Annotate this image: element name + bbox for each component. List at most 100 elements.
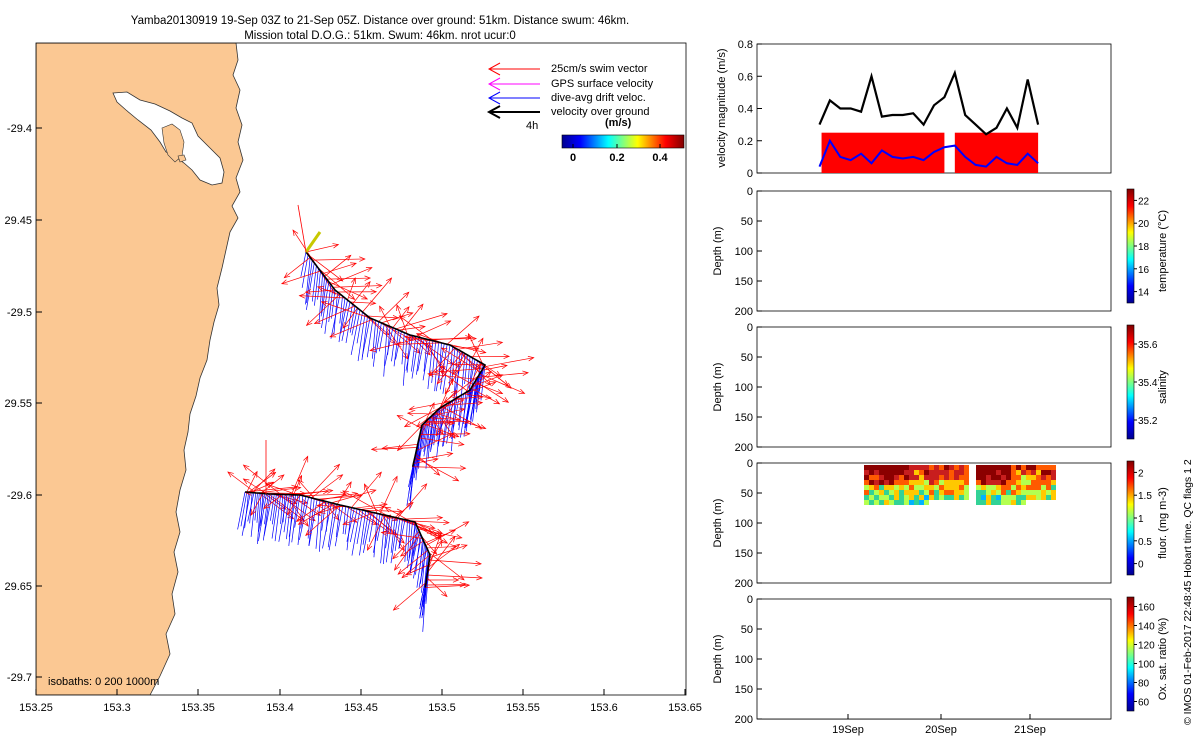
colorbar-tick-label: 16 xyxy=(1138,265,1150,276)
depth-tick-label: 150 xyxy=(735,684,753,696)
velocity-y-axis: 0 0.2 0.4 0.6 0.8 xyxy=(738,39,762,180)
depth-tick-label: 50 xyxy=(741,488,753,500)
colorbar-tick-label: 2 xyxy=(1138,468,1144,479)
legend-label-swim: 25cm/s swim vector xyxy=(551,63,648,75)
map-x-tick-label: 153.4 xyxy=(266,702,294,714)
depth-ylabel: Depth (m) xyxy=(712,499,724,548)
colorbar-tick-label: 100 xyxy=(1138,660,1155,671)
depth-tick-label: 100 xyxy=(735,382,753,394)
map-x-tick-label: 153.3 xyxy=(103,702,131,714)
map-y-tick-label: 29.45 xyxy=(4,215,32,227)
depth-tick-label: 200 xyxy=(735,578,753,590)
map-y-tick-label: 29.65 xyxy=(4,581,32,593)
depth-tick-label: 150 xyxy=(735,412,753,424)
map-x-tick-label: 153.25 xyxy=(19,702,53,714)
map-x-axis: 153.25 153.3 153.35 153.4 153.45 153.5 153.55 1… xyxy=(19,689,702,714)
depth-tick-label: 0 xyxy=(747,458,753,470)
colorbar xyxy=(1126,188,1135,304)
vector-field xyxy=(227,204,535,632)
legend-label-drift: dive-avg drift veloc. xyxy=(551,92,646,104)
velocity-y-tick-label: 0.6 xyxy=(738,71,753,83)
map-x-tick-label: 153.35 xyxy=(181,702,215,714)
colorbar-tick-label: 120 xyxy=(1138,641,1155,652)
depth-tick-label: 100 xyxy=(735,654,753,666)
credit-text: © IMOS 01-Feb-2017 22:48:45 Hobart time.… xyxy=(1182,459,1194,725)
depth-ylabel: Depth (m) xyxy=(712,635,724,684)
map-y-tick-label: 29.55 xyxy=(4,398,32,410)
depth-ylabel: Depth (m) xyxy=(712,227,724,276)
depth-panel: 0 50 100 150 200 Depth (m) 14 16 18 20 22 temperatu… xyxy=(712,186,1169,318)
depth-tick-label: 200 xyxy=(735,714,753,726)
map-x-tick-label: 153.55 xyxy=(506,702,540,714)
speed-colorbar: (m/s) 0 0.2 0.4 xyxy=(561,117,685,164)
speed-tick-label: 0.2 xyxy=(609,152,624,164)
depth-tick-label: 100 xyxy=(735,518,753,530)
colorbar xyxy=(1126,324,1135,440)
colorbar-label: Ox. sat. ratio (%) xyxy=(1157,618,1169,701)
depth-ylabel: Depth (m) xyxy=(712,363,724,412)
velocity-y-tick-label: 0 xyxy=(747,168,753,180)
time-axis: 19Sep 20Sep 21Sep xyxy=(757,714,1111,736)
colorbar-tick-label: 14 xyxy=(1138,288,1150,299)
velocity-y-tick-label: 0.4 xyxy=(738,104,753,116)
chart-title-line1: Yamba20130919 19-Sep 03Z to 21-Sep 05Z. … xyxy=(130,15,630,27)
map-y-tick-label: -29.7 xyxy=(7,672,32,684)
legend-label-gps: GPS surface velocity xyxy=(551,78,654,90)
depth-panel: 0 50 100 150 200 Depth (m) 0 0.5 1 1.5 2 fluor. (mg… xyxy=(712,458,1169,590)
depth-tick-label: 200 xyxy=(735,442,753,454)
colorbar xyxy=(1126,596,1135,712)
map-x-tick-label: 153.5 xyxy=(428,702,456,714)
colorbar-tick-label: 18 xyxy=(1138,242,1150,253)
swim-bars xyxy=(821,132,1039,173)
colorbar-tick-label: 80 xyxy=(1138,679,1150,690)
speed-tick-label: 0 xyxy=(570,152,576,164)
isobaths-label: isobaths: 0 200 1000m xyxy=(48,676,159,688)
legend-time-label: 4h xyxy=(526,120,538,132)
colorbar-label: temperature (°C) xyxy=(1157,210,1169,292)
colorbar-label: salinity xyxy=(1157,370,1169,404)
velocity-panel: 0 0.2 0.4 0.6 0.8 velocity magnitude (m/s) xyxy=(716,39,1112,180)
depth-tick-label: 200 xyxy=(735,306,753,318)
colorbar-tick-label: 20 xyxy=(1138,219,1150,230)
colorbar-tick-label: 60 xyxy=(1138,698,1150,709)
time-tick-label: 20Sep xyxy=(925,724,957,736)
legend-swim-vector: 25cm/s swim vector xyxy=(487,62,648,76)
map-legend: 25cm/s swim vector GPS surface velocity … xyxy=(486,62,654,132)
colorbar-tick-label: 1 xyxy=(1138,514,1144,525)
colorbar-label: fluor. (mg m-3) xyxy=(1157,487,1169,559)
speed-tick-label: 0.4 xyxy=(652,152,668,164)
colorbar-tick-label: 0 xyxy=(1138,560,1144,571)
depth-tick-label: 0 xyxy=(747,594,753,606)
ground-velocity-line xyxy=(818,69,1040,136)
depth-tick-label: 100 xyxy=(735,246,753,258)
map-panel: 153.25 153.3 153.35 153.4 153.45 153.5 153.55 1… xyxy=(4,42,702,714)
legend-ground-velocity: velocity over ground xyxy=(486,105,649,119)
depth-tick-label: 50 xyxy=(741,352,753,364)
colorbar-tick-label: 160 xyxy=(1138,603,1155,614)
map-y-tick-label: -29.5 xyxy=(7,307,32,319)
colorbar-tick-label: 22 xyxy=(1138,196,1150,207)
depth-tick-label: 150 xyxy=(735,276,753,288)
colorbar-tick-label: 140 xyxy=(1138,622,1155,633)
map-x-tick-label: 153.6 xyxy=(590,702,618,714)
velocity-ylabel: velocity magnitude (m/s) xyxy=(716,48,728,167)
map-y-axis: -29.4 29.45 -29.5 29.55 -29.6 29.65 -29.7 xyxy=(4,123,42,684)
colorbar-tick-label: 1.5 xyxy=(1138,491,1152,502)
map-y-tick-label: -29.4 xyxy=(7,123,32,135)
colorbar-tick-label: 0.5 xyxy=(1138,537,1152,548)
speed-unit-label: (m/s) xyxy=(605,117,632,129)
depth-tick-label: 50 xyxy=(741,624,753,636)
legend-drift-velocity: dive-avg drift veloc. xyxy=(487,91,646,105)
depth-panel: 0 50 100 150 200 Depth (m) 35.2 35.4 35.6 salinit… xyxy=(712,322,1169,454)
velocity-y-tick-label: 0.2 xyxy=(738,136,753,148)
colorbar-tick-label: 35.2 xyxy=(1138,416,1158,427)
time-tick-label: 21Sep xyxy=(1014,724,1046,736)
drift-velocity-line xyxy=(818,138,1039,168)
colorbar-tick-label: 35.6 xyxy=(1138,340,1158,351)
depth-tick-label: 50 xyxy=(741,216,753,228)
land-mass xyxy=(36,43,244,695)
time-tick-label: 19Sep xyxy=(832,724,864,736)
colorbar xyxy=(1126,460,1135,576)
velocity-y-tick-label: 0.8 xyxy=(738,39,753,51)
